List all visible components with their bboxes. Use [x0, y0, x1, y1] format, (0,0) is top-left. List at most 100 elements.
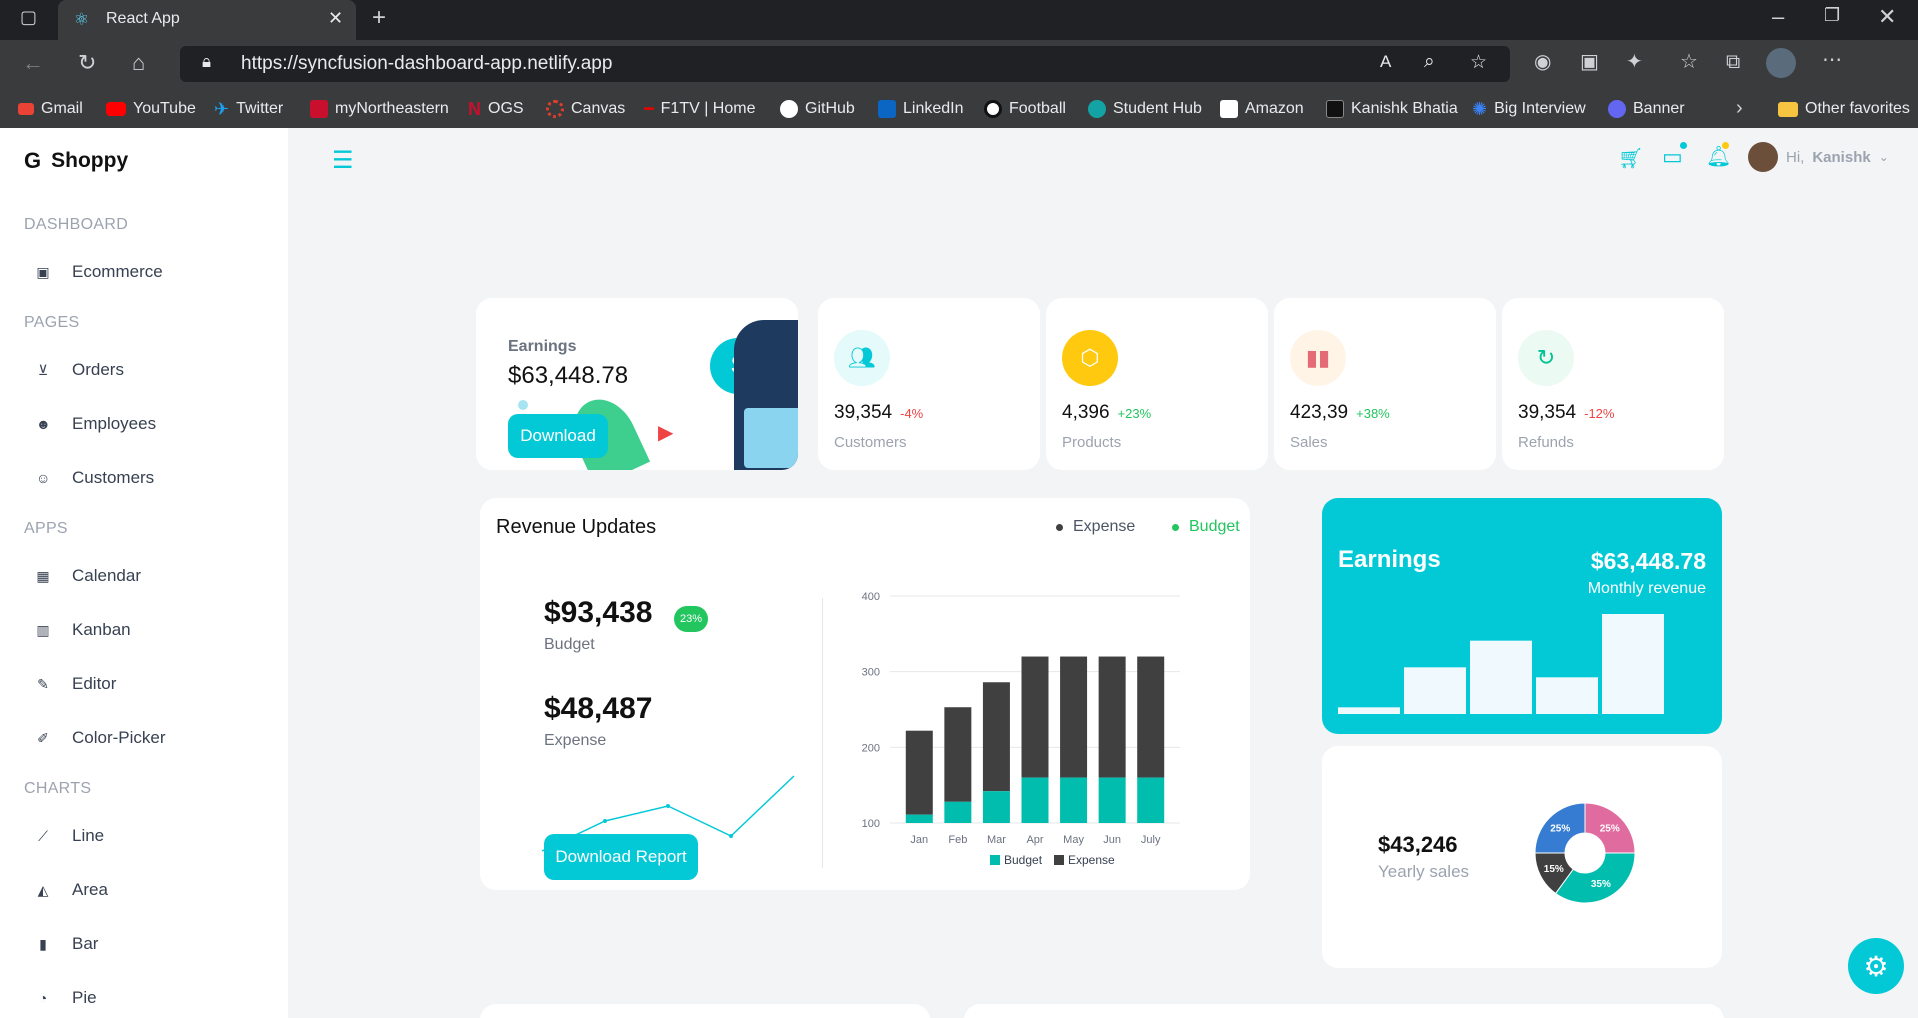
chat-icon[interactable]: ▭ [1662, 144, 1683, 169]
profile-avatar[interactable] [1766, 48, 1796, 78]
budget-value: $93,438 [544, 596, 653, 629]
cart-nav-icon[interactable]: 🛒︎ [1618, 148, 1644, 170]
section-charts: CHARTS [24, 780, 92, 797]
sidebar-item-area[interactable]: ◭ Area [37, 880, 108, 899]
bookmark-linkedin[interactable]: LinkedIn [878, 90, 964, 128]
bar-budget[interactable] [1098, 777, 1126, 823]
address-bar[interactable]: 🔒︎ https://syncfusion-dashboard-app.netl… [180, 46, 1510, 82]
bar-chart-stat-icon[interactable]: ▮▮ [1290, 330, 1346, 386]
back-icon[interactable]: ← [22, 50, 44, 75]
sidebar-item-customers[interactable]: ☺ Customers [36, 468, 155, 487]
cart-icon: ⊻ [37, 361, 49, 378]
favorite-add-icon[interactable]: ☆ [1470, 52, 1488, 73]
home-icon[interactable]: ⌂ [132, 50, 146, 75]
restore-icon[interactable]: ❐ [1824, 5, 1841, 25]
menu-toggle-icon[interactable]: ☰ [332, 147, 354, 174]
bookmark-football[interactable]: Football [984, 90, 1066, 128]
download-report-button[interactable]: Download Report [544, 834, 698, 880]
color-picker-icon: ✐ [37, 729, 49, 746]
tab-close-icon[interactable]: ✕ [328, 8, 344, 28]
pie-slice[interactable] [1554, 852, 1636, 904]
bookmark-amazon[interactable]: Amazon [1220, 90, 1304, 128]
bar-budget[interactable] [944, 801, 972, 823]
budget-pct-badge: 23% [674, 606, 708, 632]
bar-expense[interactable] [944, 707, 972, 802]
chevron-right-icon[interactable]: › [1736, 97, 1743, 119]
collections-icon[interactable]: ⧉ [1726, 51, 1741, 73]
bar-budget[interactable] [1060, 777, 1088, 823]
y-tick-label: 400 [862, 591, 880, 603]
bookmark-f1tv[interactable]: ━ F1TV | Home [644, 100, 756, 118]
bookmark-big-interview[interactable]: ✺ Big Interview [1472, 98, 1586, 119]
pie-slice[interactable] [1534, 802, 1586, 854]
lock-icon: 🔒︎ [202, 52, 212, 71]
bookmark-canvas[interactable]: Canvas [546, 90, 625, 128]
line-chart-icon: ⟋ [38, 827, 48, 844]
sidebar-item-ecommerce[interactable]: ▣ Ecommerce [36, 262, 163, 281]
customers-stat-icon[interactable]: 👥︎ [834, 330, 890, 386]
sidebar-item-bar[interactable]: ▮ Bar [36, 934, 98, 954]
bar-expense[interactable] [1060, 656, 1088, 778]
bar-expense[interactable] [1098, 656, 1126, 778]
bar-budget[interactable] [905, 814, 933, 823]
bookmark-gmail[interactable]: Gmail [18, 90, 83, 128]
sidebar-item-orders[interactable]: ⊻ Orders [37, 360, 124, 379]
stat-value-line: 4,396 +23% [1062, 402, 1151, 424]
bookmark-ogs[interactable]: N OGS [468, 98, 524, 119]
sidebar-item-kanban[interactable]: ▥ Kanban [36, 620, 131, 639]
zoom-icon[interactable]: ⌕ [1424, 51, 1435, 72]
x-tick-label: Jan [910, 834, 928, 846]
pie-label: 25% [1600, 823, 1620, 834]
refresh-icon[interactable]: ↻ [78, 50, 97, 75]
bar-expense[interactable] [905, 730, 933, 815]
sidebar-item-line[interactable]: ⟋ Line [36, 826, 104, 846]
tab-actions-icon[interactable]: ▢ [20, 7, 38, 27]
sidebar-item-color-picker[interactable]: ✐ Color-Picker [37, 728, 166, 747]
bookmark-kanishk-bhatia[interactable]: Kanishk Bhatia [1326, 90, 1458, 128]
close-window-icon[interactable]: ✕ [1878, 4, 1897, 29]
bottom-card-left [480, 1004, 930, 1018]
minimize-icon[interactable]: – [1772, 4, 1785, 29]
bookmark-banner[interactable]: Banner [1608, 90, 1685, 128]
bookmark-mynortheastern[interactable]: myNortheastern [310, 90, 449, 128]
read-aloud-icon[interactable]: A [1380, 52, 1392, 71]
user-menu[interactable]: Hi, Kanishk ⌄ [1748, 142, 1889, 172]
sidebar-item-editor[interactable]: ✎ Editor [37, 674, 117, 693]
settings-button[interactable]: ⚙ [1848, 938, 1904, 994]
sidebar-item-calendar[interactable]: ▦ Calendar [36, 566, 141, 585]
amazon-icon [1220, 100, 1238, 118]
stat-card-sales: ▮▮ 423,39 +38% Sales [1274, 298, 1496, 470]
sidebar-item-employees[interactable]: ☻ Employees [36, 414, 157, 433]
bookmark-youtube[interactable]: YouTube [106, 90, 196, 128]
pie-slice[interactable] [1584, 802, 1636, 854]
shopping-bag-icon: ▣ [36, 263, 50, 280]
refresh-stat-icon[interactable]: ↻ [1518, 330, 1574, 386]
more-menu-icon[interactable]: ⋯ [1822, 49, 1842, 71]
bar-budget[interactable] [1021, 777, 1049, 823]
legend-dot [1056, 523, 1063, 531]
download-button[interactable]: Download [508, 414, 608, 458]
puzzle-icon[interactable]: ✦ [1626, 51, 1643, 73]
extension-icon[interactable]: ◉ [1534, 51, 1552, 73]
bookmark-student-hub[interactable]: Student Hub [1088, 90, 1202, 128]
sidebar-item-pie[interactable]: ◔ Pie [36, 988, 97, 1008]
other-favorites[interactable]: Other favorites [1778, 90, 1910, 128]
bookmark-twitter[interactable]: ✈ Twitter [214, 98, 284, 119]
user-greeting: Hi, [1786, 148, 1805, 166]
stat-percent: -12% [1584, 406, 1615, 421]
bell-icon[interactable]: 🔔︎ [1706, 146, 1732, 168]
bookmark-github[interactable]: GitHub [780, 90, 855, 128]
bar-expense[interactable] [1021, 656, 1049, 778]
bar-expense[interactable] [1137, 656, 1165, 778]
browser-tab[interactable]: ⚛ React App ✕ [58, 0, 356, 40]
favorites-icon[interactable]: ☆ [1680, 51, 1698, 73]
bar-expense[interactable] [982, 682, 1010, 792]
stacked-bar-chart: 100 200 300 400 Jan Feb Mar Apr May Jun July Budget… [862, 591, 1180, 867]
brand[interactable]: G Shoppy [24, 148, 128, 174]
bar-budget[interactable] [982, 791, 1010, 823]
extension-icon-2[interactable]: ▣ [1580, 51, 1599, 73]
box-icon[interactable]: ⬡ [1062, 330, 1118, 386]
bar-budget[interactable] [1137, 777, 1165, 823]
revenue-title: Revenue Updates [496, 516, 657, 538]
new-tab-icon[interactable]: + [372, 4, 387, 31]
